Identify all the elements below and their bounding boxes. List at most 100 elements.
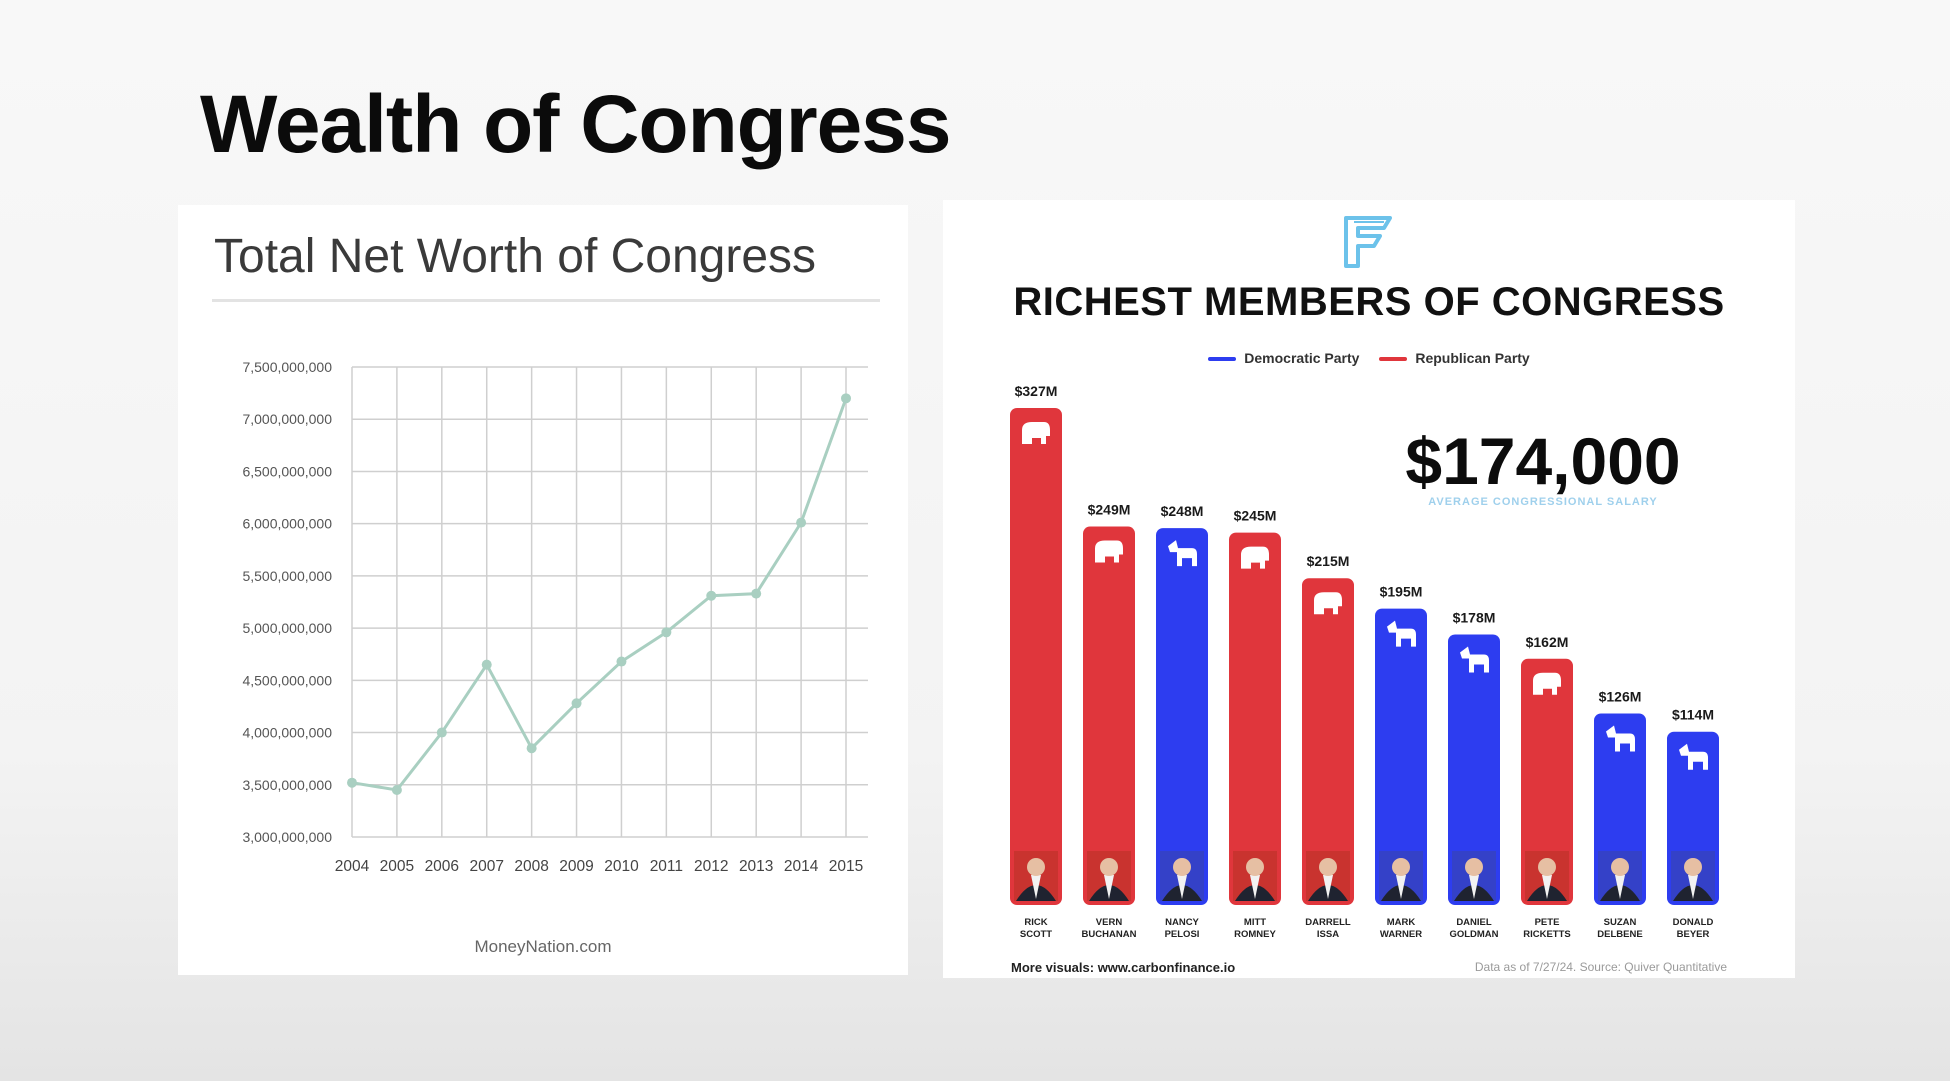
- x-tick-label: 2005: [380, 858, 414, 875]
- party-legend: Democratic Party Republican Party: [943, 350, 1795, 366]
- member-name-label: BUCHANAN: [1082, 929, 1137, 940]
- x-tick-label: 2010: [604, 858, 639, 875]
- x-tick-label: 2009: [559, 858, 593, 875]
- title-divider: [212, 299, 880, 302]
- elephant-icon: [1533, 672, 1561, 695]
- net-worth-chart-title: Total Net Worth of Congress: [214, 230, 817, 283]
- data-point: [571, 698, 582, 709]
- data-point: [841, 393, 851, 404]
- value-label: $215M: [1307, 553, 1350, 569]
- data-point: [616, 656, 627, 667]
- data-point: [796, 517, 807, 528]
- footer-data-source: Data as of 7/27/24. Source: Quiver Quant…: [1474, 960, 1727, 974]
- value-label: $162M: [1526, 634, 1569, 650]
- republican-line-icon: [1379, 357, 1408, 362]
- elephant-icon: [1241, 546, 1269, 569]
- y-tick-label: 3,000,000,000: [242, 829, 332, 845]
- member-name-label: MITT: [1244, 917, 1266, 928]
- donkey-icon: [1460, 646, 1489, 673]
- donkey-icon: [1679, 743, 1708, 770]
- salary-value: $174,000: [1405, 424, 1681, 498]
- x-tick-label: 2014: [784, 858, 819, 875]
- bar-republican: [1521, 658, 1573, 905]
- member-name-label: ROMNEY: [1234, 929, 1276, 940]
- member-portrait: [1014, 851, 1058, 901]
- y-tick-label: 5,000,000,000: [242, 620, 332, 636]
- x-tick-label: 2012: [694, 858, 728, 875]
- data-point: [347, 777, 357, 788]
- member-portrait: [1525, 851, 1569, 901]
- member-name-label: DONALD: [1673, 917, 1714, 928]
- footer-visuals-link[interactable]: More visuals: www.carbonfinance.io: [1011, 960, 1236, 975]
- data-point: [526, 743, 537, 754]
- salary-caption: AVERAGE CONGRESSIONAL SALARY: [1428, 496, 1658, 508]
- member-name-label: PETE: [1535, 917, 1560, 928]
- donkey-icon: [1168, 540, 1197, 567]
- net-worth-line-chart: 3,000,000,000 3,500,000,000 4,000,000,000 4…: [242, 359, 868, 875]
- richest-members-chart-panel: RICHEST MEMBERS OF CONGRESS Democratic P…: [943, 200, 1795, 978]
- donkey-icon: [1387, 620, 1416, 647]
- democratic-line-icon: [1208, 357, 1237, 362]
- x-tick-label: 2011: [650, 858, 683, 875]
- x-tick-label: 2008: [514, 858, 548, 875]
- chart-source: MoneyNation.com: [474, 937, 612, 956]
- slide-title: Wealth of Congress: [200, 79, 951, 170]
- value-label: $178M: [1453, 609, 1496, 625]
- x-tick-label: 2015: [829, 858, 863, 875]
- member-name-label: NANCY: [1165, 917, 1199, 928]
- member-name-label: DARRELL: [1305, 917, 1351, 928]
- richest-members-title: RICHEST MEMBERS OF CONGRESS: [1013, 280, 1725, 324]
- member-name-label: SUZAN: [1604, 917, 1637, 928]
- y-tick-label: 4,500,000,000: [242, 672, 332, 688]
- member-portrait: [1671, 851, 1715, 901]
- member-name-label: GOLDMAN: [1449, 929, 1498, 940]
- x-tick-label: 2013: [739, 858, 773, 875]
- member-portrait: [1452, 851, 1496, 901]
- value-label: $126M: [1599, 688, 1642, 704]
- carbon-finance-logo-icon: [1344, 216, 1392, 268]
- member-name-label: DANIEL: [1456, 917, 1492, 928]
- member-portrait: [1306, 851, 1350, 901]
- member-portrait: [1233, 851, 1277, 901]
- member-portrait: [1598, 851, 1642, 901]
- legend-item-democratic: Democratic Party: [1208, 350, 1359, 366]
- elephant-icon: [1022, 422, 1050, 444]
- value-label: $249M: [1088, 502, 1131, 518]
- elephant-icon: [1095, 540, 1123, 563]
- bar-democratic: [1448, 634, 1500, 905]
- member-name-label: ISSA: [1317, 929, 1339, 940]
- member-portrait: [1087, 851, 1131, 901]
- member-name-label: RICK: [1024, 917, 1047, 928]
- bar-democratic: [1156, 528, 1208, 905]
- member-name-label: PELOSI: [1165, 929, 1200, 940]
- x-tick-label: 2006: [425, 858, 459, 875]
- data-point: [751, 588, 762, 599]
- average-salary-callout: $174,000 AVERAGE CONGRESSIONAL SALARY: [1383, 428, 1703, 508]
- data-point: [661, 627, 672, 638]
- y-tick-label: 3,500,000,000: [242, 777, 332, 793]
- y-tick-label: 6,000,000,000: [242, 516, 332, 532]
- member-name-label: SCOTT: [1020, 929, 1052, 940]
- member-name-label: MARK: [1387, 917, 1416, 928]
- donkey-icon: [1606, 725, 1635, 752]
- value-label: $195M: [1380, 584, 1423, 600]
- bar-republican: [1010, 408, 1062, 905]
- member-portrait: [1379, 851, 1423, 901]
- member-portrait: [1160, 851, 1204, 901]
- elephant-icon: [1314, 592, 1342, 615]
- y-tick-label: 6,500,000,000: [242, 463, 332, 479]
- bar-republican: [1302, 578, 1354, 905]
- data-point: [706, 590, 717, 601]
- y-tick-label: 4,000,000,000: [242, 725, 332, 741]
- net-worth-series-line: [351, 397, 848, 792]
- value-label: $327M: [1015, 383, 1058, 399]
- member-name-label: BEYER: [1677, 929, 1710, 940]
- legend-label: Republican Party: [1415, 350, 1530, 366]
- value-label: $248M: [1161, 503, 1204, 519]
- y-tick-label: 7,000,000,000: [242, 411, 332, 427]
- member-name-label: RICKETTS: [1523, 929, 1571, 940]
- data-point: [481, 659, 492, 670]
- bar-republican: [1229, 532, 1281, 905]
- bar-democratic: [1375, 608, 1427, 905]
